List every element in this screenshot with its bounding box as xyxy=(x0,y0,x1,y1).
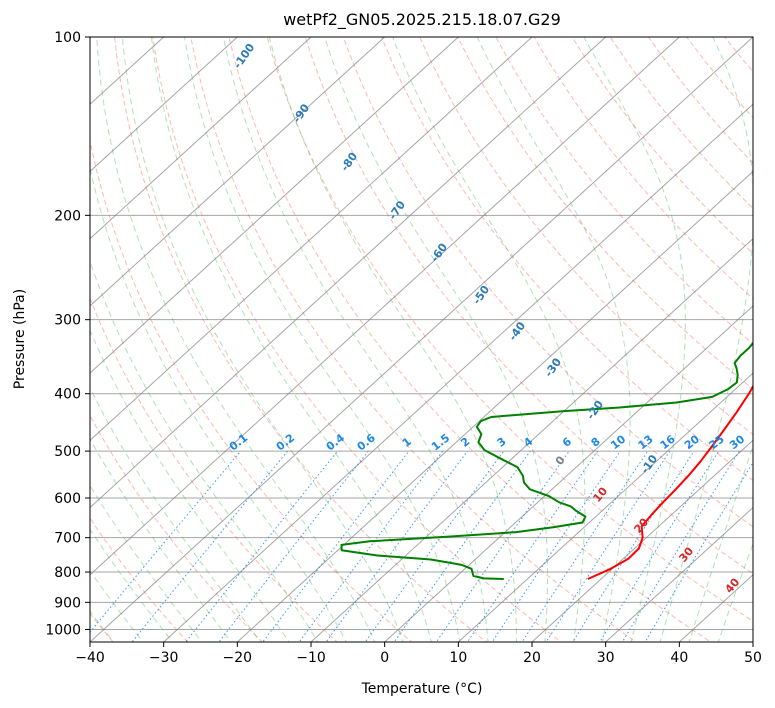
dry-adiabat-line xyxy=(190,37,637,642)
x-tick-label: −30 xyxy=(149,650,179,666)
background-reference-lines xyxy=(90,37,753,642)
y-tick-label: 100 xyxy=(54,30,81,46)
mixing-ratio-line xyxy=(262,450,410,642)
isotherm-line xyxy=(90,37,681,576)
moist-adiabat-line xyxy=(90,570,144,642)
mixing-ratio-line xyxy=(466,450,599,642)
mixing-ratio-line xyxy=(644,461,753,642)
x-tick-label: 10 xyxy=(449,650,467,666)
y-tick-label: 700 xyxy=(54,531,81,547)
y-tick-label: 400 xyxy=(54,387,81,403)
moist-adiabat-line xyxy=(121,37,404,642)
moist-adiabat-line xyxy=(392,37,586,642)
dry-adiabat-line xyxy=(90,517,189,642)
y-tick-label: 300 xyxy=(54,313,81,329)
y-tick-label: 200 xyxy=(54,208,81,224)
x-axis-title: Temperature (°C) xyxy=(361,681,483,697)
dry-adiabat-line xyxy=(380,37,753,482)
chart-title: wetPf2_GN05.2025.215.18.07.G29 xyxy=(283,10,561,30)
isotherm-line xyxy=(162,103,753,642)
isotherm-line xyxy=(383,305,753,642)
isotherm-line xyxy=(90,37,312,240)
y-tick-label: 900 xyxy=(54,595,81,611)
isotherm-line xyxy=(457,372,753,642)
dry-adiabat-line xyxy=(114,37,488,642)
mixing-ratio-line xyxy=(393,450,531,642)
x-tick-label: 40 xyxy=(670,650,688,666)
x-tick-label: −40 xyxy=(75,650,105,666)
x-tick-label: −10 xyxy=(296,650,326,666)
isotherm-line xyxy=(90,37,533,442)
dry-adiabat-line xyxy=(90,138,413,642)
isotherm-line xyxy=(90,37,386,307)
x-tick-label: 20 xyxy=(523,650,541,666)
dry-adiabat-line xyxy=(304,37,753,575)
x-tick-label: 30 xyxy=(597,650,615,666)
dry-adiabat-line xyxy=(228,37,712,642)
dewpoint-profile-line xyxy=(340,341,753,580)
y-axis: 100 200 300 400 500 600 700 800 900 1000 xyxy=(45,30,90,638)
x-tick-label: 50 xyxy=(744,650,762,666)
mixing-ratio-line xyxy=(599,450,720,642)
isotherm-line xyxy=(90,37,607,509)
isotherm-line xyxy=(310,237,753,642)
moist-adiabat-line xyxy=(717,542,753,642)
moist-adiabat-line xyxy=(476,37,631,642)
isotherm-line xyxy=(90,37,460,374)
y-tick-label: 1000 xyxy=(45,622,81,638)
mixing-ratio-line xyxy=(185,450,338,642)
y-tick-label: 800 xyxy=(54,565,81,581)
dry-adiabat-line xyxy=(457,37,753,390)
y-axis-title: Pressure (hPa) xyxy=(12,289,28,389)
mixing-ratio-line xyxy=(521,450,649,642)
temperature-profile-line xyxy=(587,384,753,580)
y-tick-label: 600 xyxy=(54,491,81,507)
x-tick-label: 0 xyxy=(380,650,389,666)
isotherm-line xyxy=(90,37,753,642)
x-axis: −40 −30 −20 −10 0 10 20 30 40 50 xyxy=(75,642,762,666)
moist-adiabat-line xyxy=(90,528,174,642)
mixing-ratio-line xyxy=(491,450,621,642)
isotherm-line xyxy=(604,506,753,642)
moist-adiabat-line xyxy=(268,37,517,642)
profile-lines xyxy=(340,341,753,580)
dry-adiabat-line xyxy=(90,414,264,642)
moist-adiabat-line xyxy=(324,37,549,642)
isotherm-line xyxy=(90,37,239,173)
mixing-ratio-line xyxy=(131,450,288,642)
mixing-ratio-line xyxy=(545,450,671,642)
y-tick-label: 500 xyxy=(54,444,81,460)
mixing-ratio-line xyxy=(364,450,505,642)
x-tick-label: −20 xyxy=(223,650,253,666)
isotherm-line xyxy=(531,439,753,642)
dry-adiabat-line xyxy=(152,37,563,642)
mixing-ratio-line xyxy=(621,450,740,642)
plot-frame xyxy=(89,36,754,643)
mixing-ratio-line xyxy=(572,450,695,642)
dry-adiabat-line xyxy=(495,37,753,345)
